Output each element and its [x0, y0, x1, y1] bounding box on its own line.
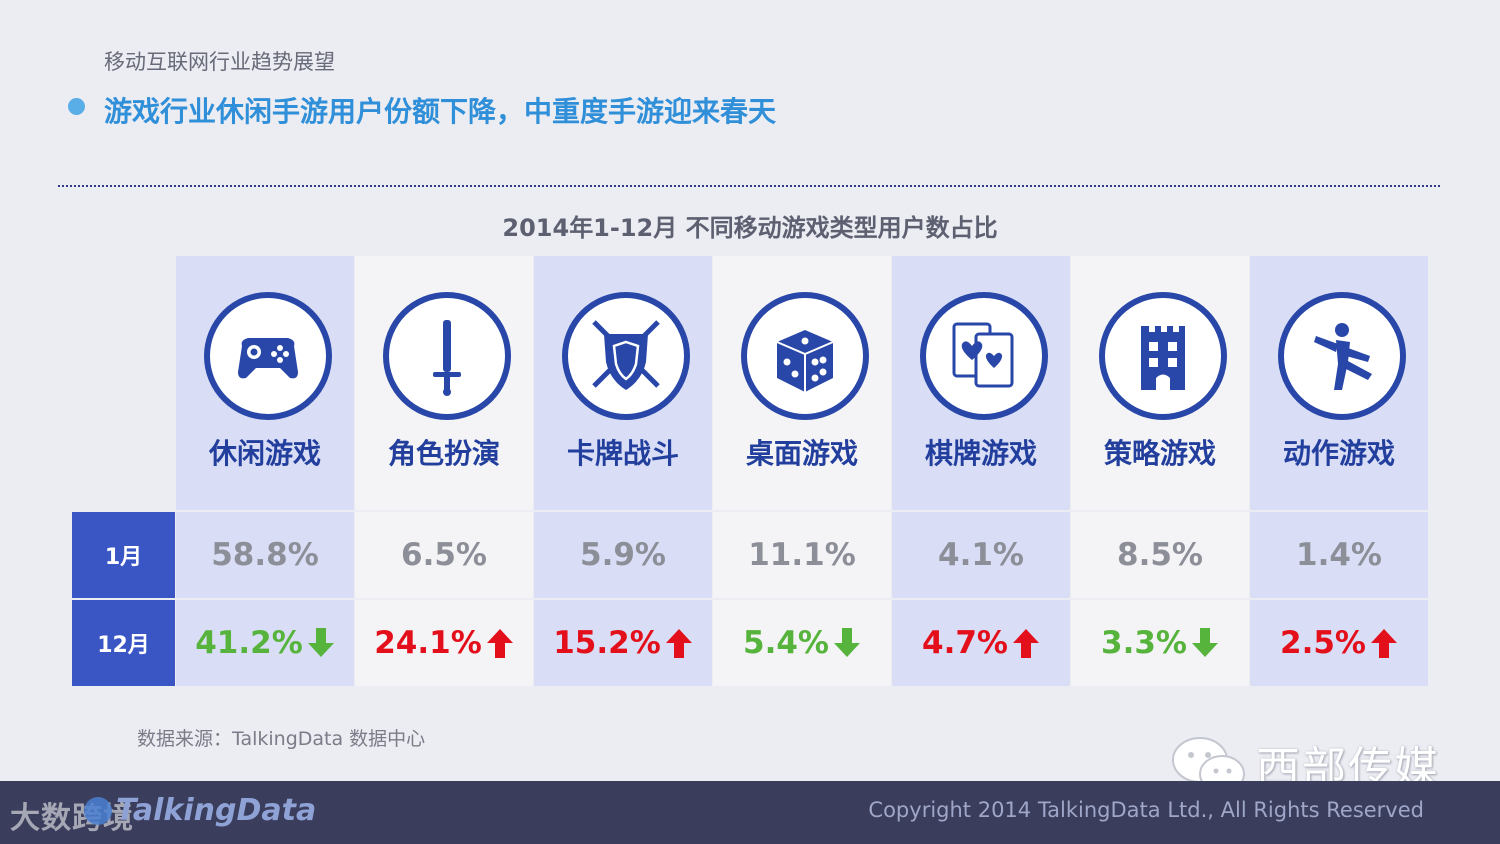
- table-cell: 4.7%: [892, 600, 1070, 686]
- dice-icon: [741, 292, 869, 420]
- category-header: 动作游戏: [1250, 256, 1428, 510]
- category-header: 卡牌战斗: [534, 256, 712, 510]
- category-label: 桌面游戏: [745, 437, 858, 470]
- table-cell: 1.4%: [1250, 512, 1428, 598]
- category-label: 棋牌游戏: [924, 437, 1037, 470]
- category-header: 休闲游戏: [176, 256, 354, 510]
- table-cell: 2.5%: [1250, 600, 1428, 686]
- copyright: Copyright 2014 TalkingData Ltd., All Rig…: [868, 798, 1424, 822]
- talkingdata-logo-icon: [84, 797, 112, 825]
- cell-value: 41.2%: [195, 625, 303, 661]
- running-person-icon: [1278, 292, 1406, 420]
- category-header: 策略游戏: [1071, 256, 1249, 510]
- category-label: 休闲游戏: [208, 437, 321, 470]
- cell-value: 15.2%: [553, 625, 661, 661]
- cell-value: 4.7%: [922, 625, 1008, 661]
- table-cell: 58.8%: [176, 512, 354, 598]
- footer-bar: 大数跨境 TalkingData Copyright 2014 TalkingD…: [0, 781, 1500, 844]
- category-label: 动作游戏: [1282, 437, 1395, 470]
- cell-value: 24.1%: [374, 625, 482, 661]
- corner-watermark: 大数跨境: [10, 801, 134, 836]
- cell-value: 3.3%: [1101, 625, 1187, 661]
- arrow-up-icon: [486, 629, 513, 658]
- category-header: 棋牌游戏: [892, 256, 1070, 510]
- cell-value: 1.4%: [1296, 537, 1382, 573]
- source-note: 数据来源：TalkingData 数据中心: [137, 728, 426, 750]
- cell-value: 2.5%: [1280, 625, 1366, 661]
- table-cell: 15.2%: [534, 600, 712, 686]
- arrow-up-icon: [1012, 629, 1039, 658]
- section-title: 移动互联网行业趋势展望: [104, 50, 335, 74]
- row-label: 12月: [72, 600, 175, 686]
- table-cell: 5.4%: [713, 600, 891, 686]
- shield-icon: [562, 292, 690, 420]
- arrow-down-icon: [1191, 628, 1218, 657]
- table-cell: 4.1%: [892, 512, 1070, 598]
- arrow-up-icon: [1370, 629, 1397, 658]
- category-header: 角色扮演: [355, 256, 533, 510]
- castle-icon: [1099, 292, 1227, 420]
- arrow-down-icon: [833, 628, 860, 657]
- cell-value: 5.4%: [743, 625, 829, 661]
- table-cell: 41.2%: [176, 600, 354, 686]
- dotted-divider: [58, 185, 1440, 187]
- table-cell: 11.1%: [713, 512, 891, 598]
- cell-value: 5.9%: [580, 537, 666, 573]
- chart-title: 2014年1-12月 不同移动游戏类型用户数占比: [502, 214, 998, 242]
- category-header: 桌面游戏: [713, 256, 891, 510]
- table-cell: 5.9%: [534, 512, 712, 598]
- cell-value: 11.1%: [748, 537, 856, 573]
- row-label: 1月: [72, 512, 175, 598]
- cell-value: 6.5%: [401, 537, 487, 573]
- category-label: 策略游戏: [1103, 437, 1216, 470]
- table-cell: 24.1%: [355, 600, 533, 686]
- cell-value: 58.8%: [211, 537, 319, 573]
- arrow-down-icon: [307, 628, 334, 657]
- footer-logo-text: TalkingData: [116, 793, 317, 828]
- sword-icon: [383, 292, 511, 420]
- cell-value: 4.1%: [938, 537, 1024, 573]
- cards-icon: [920, 292, 1048, 420]
- table-cell: 3.3%: [1071, 600, 1249, 686]
- category-label: 角色扮演: [387, 437, 500, 470]
- table-cell: 8.5%: [1071, 512, 1249, 598]
- gamepad-icon: [204, 292, 332, 420]
- category-label: 卡牌战斗: [566, 437, 679, 470]
- headline: 游戏行业休闲手游用户份额下降，中重度手游迎来春天: [104, 95, 777, 128]
- bullet-dot: [68, 98, 85, 115]
- arrow-up-icon: [665, 629, 692, 658]
- cell-value: 8.5%: [1117, 537, 1203, 573]
- table-cell: 6.5%: [355, 512, 533, 598]
